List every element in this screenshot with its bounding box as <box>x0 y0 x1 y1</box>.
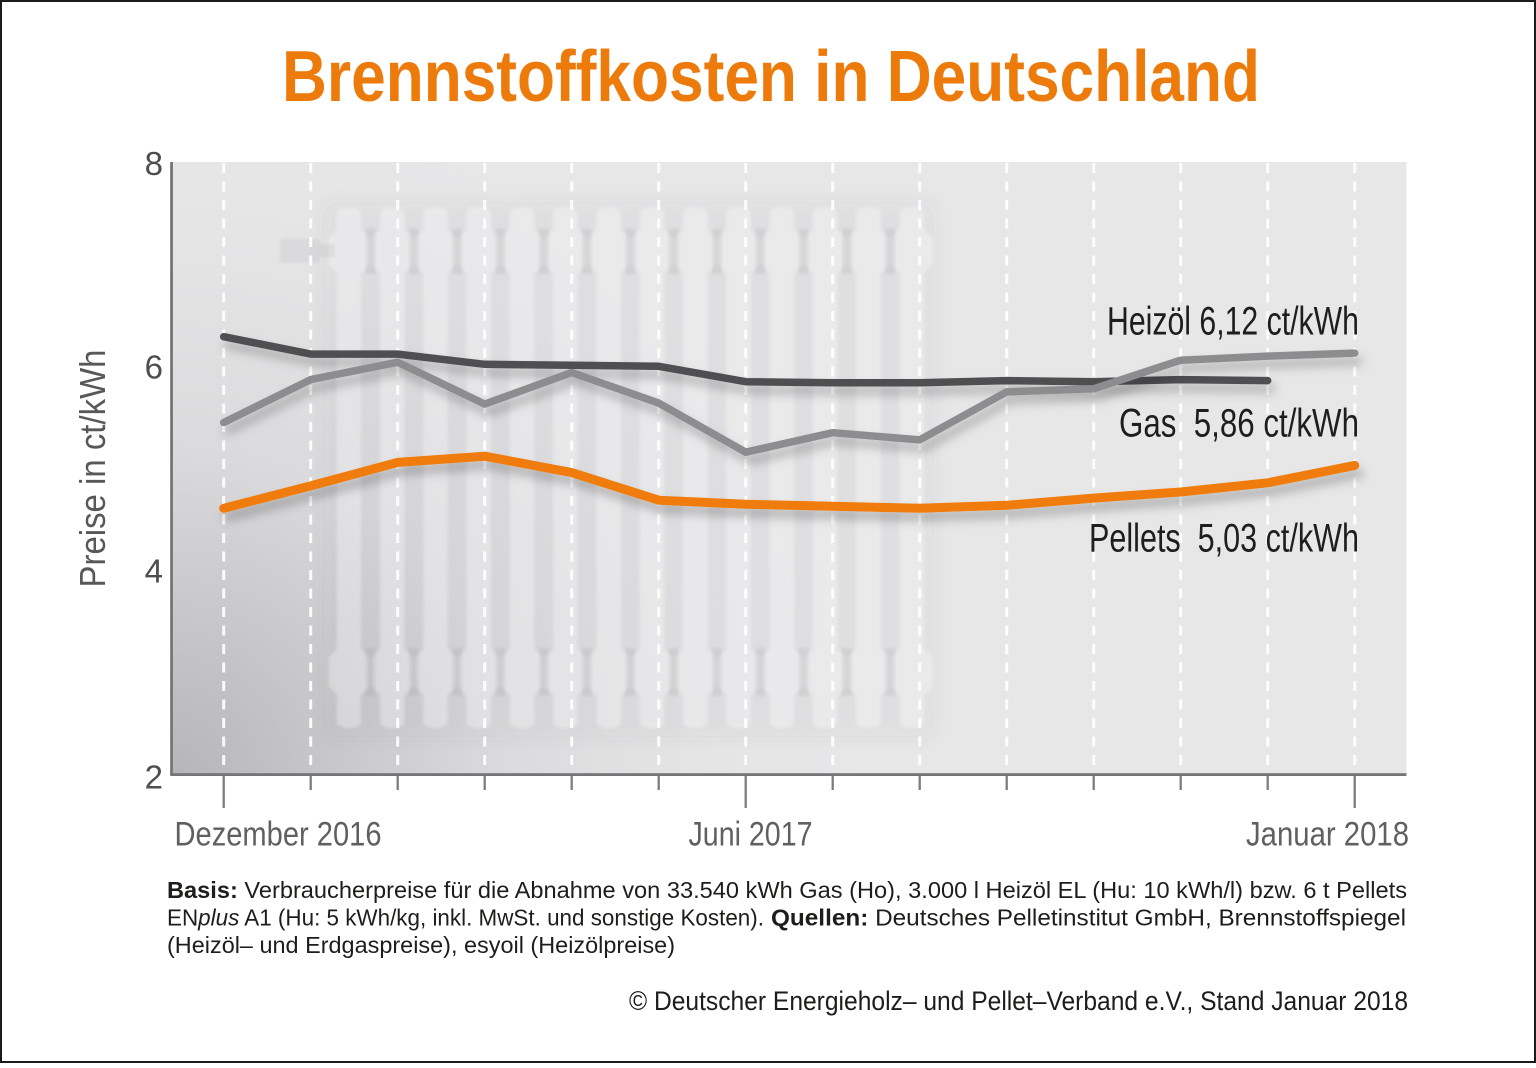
svg-text:4: 4 <box>145 553 163 590</box>
svg-text:Pellets 5,03 ct/kWh: Pellets 5,03 ct/kWh <box>1089 517 1359 561</box>
svg-text:Juni 2017: Juni 2017 <box>689 816 813 854</box>
svg-text:Januar 2018: Januar 2018 <box>1246 816 1409 854</box>
svg-text:8: 8 <box>145 145 163 182</box>
svg-text:© Deutscher Energieholz– und P: © Deutscher Energieholz– und Pellet–Verb… <box>629 986 1408 1016</box>
svg-text:Basis: Verbraucherpreise für d: Basis: Verbraucherpreise für die Abnahme… <box>167 877 1407 903</box>
svg-text:6: 6 <box>145 348 163 385</box>
svg-text:Quellen: Deutsches Pelletinsti: Quellen: Deutsches Pelletinstitut GmbH, … <box>771 905 1406 931</box>
svg-text:ENplus A1 (Hu: 5 kWh/kg, inkl.: ENplus A1 (Hu: 5 kWh/kg, inkl. MwSt. und… <box>167 905 764 931</box>
svg-text:Preise in ct/kWh: Preise in ct/kWh <box>72 350 113 588</box>
svg-text:(Heizöl– und Erdgaspreise), es: (Heizöl– und Erdgaspreise), esyoil (Heiz… <box>167 932 675 958</box>
svg-text:Brennstoffkosten in Deutschlan: Brennstoffkosten in Deutschland <box>282 37 1260 117</box>
svg-text:Gas 5,86 ct/kWh: Gas 5,86 ct/kWh <box>1119 401 1359 445</box>
svg-text:Heizöl 6,12 ct/kWh: Heizöl 6,12 ct/kWh <box>1107 300 1359 344</box>
svg-text:Dezember 2016: Dezember 2016 <box>175 816 382 854</box>
svg-text:2: 2 <box>145 759 163 796</box>
